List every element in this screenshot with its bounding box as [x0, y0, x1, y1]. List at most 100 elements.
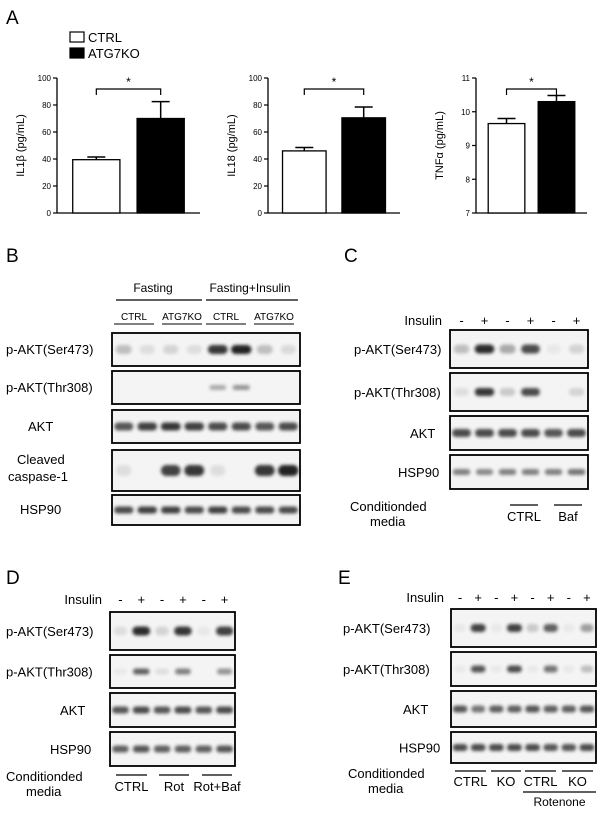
bar-ctrl	[487, 122, 526, 214]
conditioned-media-line2: media	[370, 514, 406, 529]
band	[454, 624, 466, 632]
legend-ko-swatch	[69, 47, 85, 59]
band	[507, 705, 522, 713]
row-label-pakt-thr308: p-AKT(Thr308)	[6, 380, 93, 395]
legend-ctrl-swatch	[69, 31, 85, 43]
band	[579, 705, 595, 713]
band	[526, 624, 539, 632]
insulin-sign: -	[202, 592, 206, 607]
band	[184, 506, 204, 514]
band	[521, 429, 540, 437]
band	[132, 745, 150, 753]
band	[474, 388, 495, 396]
band	[470, 744, 486, 751]
band	[155, 668, 169, 675]
band	[231, 506, 251, 514]
band	[499, 344, 516, 354]
blot-strip	[449, 415, 589, 451]
band	[174, 745, 192, 753]
band	[184, 465, 205, 476]
group-label: CTRL	[507, 509, 541, 524]
band	[475, 469, 494, 475]
y-tick-label: 40	[253, 155, 262, 164]
blot-strip	[109, 692, 236, 728]
group-label-fasting-insulin: Fasting+Insulin	[209, 281, 290, 295]
band	[113, 668, 128, 675]
chart-il1b: 0 20 40 60 80 100 IL1β (pg/mL) *	[15, 74, 200, 218]
band	[216, 668, 233, 675]
band	[563, 624, 575, 632]
insulin-label: Insulin	[406, 590, 444, 605]
y-tick-label: 80	[253, 101, 262, 110]
insulin-sign: +	[474, 590, 482, 605]
band	[561, 705, 577, 713]
row-label: HSP90	[399, 741, 440, 756]
y-tick-label: 20	[42, 182, 51, 191]
legend-ctrl-label: CTRL	[88, 30, 122, 45]
band	[255, 506, 275, 514]
band	[216, 706, 234, 714]
band	[115, 345, 132, 354]
band	[543, 665, 558, 673]
insulin-sign: +	[511, 590, 519, 605]
band	[184, 422, 205, 431]
y-tick-label: 0	[258, 209, 263, 218]
band	[278, 465, 299, 476]
row-label: p-AKT(Ser473)	[354, 342, 441, 357]
band	[567, 469, 586, 475]
band	[160, 465, 181, 476]
band	[490, 665, 503, 673]
panel-label-c: C	[344, 246, 358, 267]
significance-bracket	[505, 88, 558, 95]
band	[470, 665, 486, 673]
band	[471, 705, 486, 713]
band	[525, 744, 540, 751]
insulin-sign: -	[551, 313, 555, 328]
band	[526, 665, 539, 673]
band	[454, 665, 466, 673]
y-tick-label: 40	[42, 155, 51, 164]
conditioned-media-line2: media	[26, 784, 62, 799]
band	[175, 668, 191, 675]
band	[498, 469, 517, 475]
group-label: CTRL	[115, 779, 149, 794]
significance-marker: *	[332, 75, 337, 89]
group-label: KO	[497, 774, 516, 789]
bar-atg7ko	[136, 117, 185, 214]
group-label: CTRL	[454, 774, 488, 789]
conditioned-media-line1: Conditionded	[6, 769, 83, 784]
band	[580, 624, 594, 632]
band	[454, 388, 469, 396]
band	[231, 345, 252, 354]
band	[563, 665, 575, 673]
blot-panel-b: Fasting Fasting+Insulin CTRL ATG7KO CTRL ATG7…	[6, 281, 301, 526]
band	[209, 385, 227, 390]
band	[521, 344, 540, 354]
insulin-sign: +	[547, 590, 555, 605]
band	[112, 706, 129, 714]
panel-label-a: A	[6, 8, 19, 29]
conditioned-media-line1: Conditionded	[350, 499, 427, 514]
band	[113, 626, 128, 636]
row-label: HSP90	[50, 742, 91, 757]
row-label: p-AKT(Thr308)	[343, 662, 430, 677]
band	[280, 345, 296, 354]
row-label-hsp90: HSP90	[20, 502, 61, 517]
band	[163, 345, 179, 354]
band	[160, 506, 181, 514]
band	[488, 744, 504, 751]
group-label: Rot+Baf	[193, 779, 241, 794]
significance-marker: *	[126, 75, 131, 89]
significance-marker: *	[529, 75, 534, 89]
bar-ctrl	[72, 159, 121, 214]
group-label: KO	[568, 774, 587, 789]
band	[506, 624, 522, 632]
band	[546, 344, 561, 354]
band	[452, 469, 471, 475]
band	[210, 465, 226, 476]
band	[567, 429, 586, 437]
significance-bracket	[95, 88, 162, 95]
band	[525, 705, 540, 713]
band	[543, 624, 558, 632]
